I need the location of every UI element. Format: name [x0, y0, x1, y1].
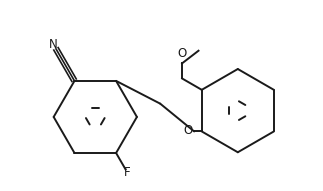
Text: N: N: [49, 38, 58, 51]
Text: O: O: [177, 47, 187, 60]
Text: O: O: [184, 124, 193, 137]
Text: F: F: [124, 166, 130, 179]
